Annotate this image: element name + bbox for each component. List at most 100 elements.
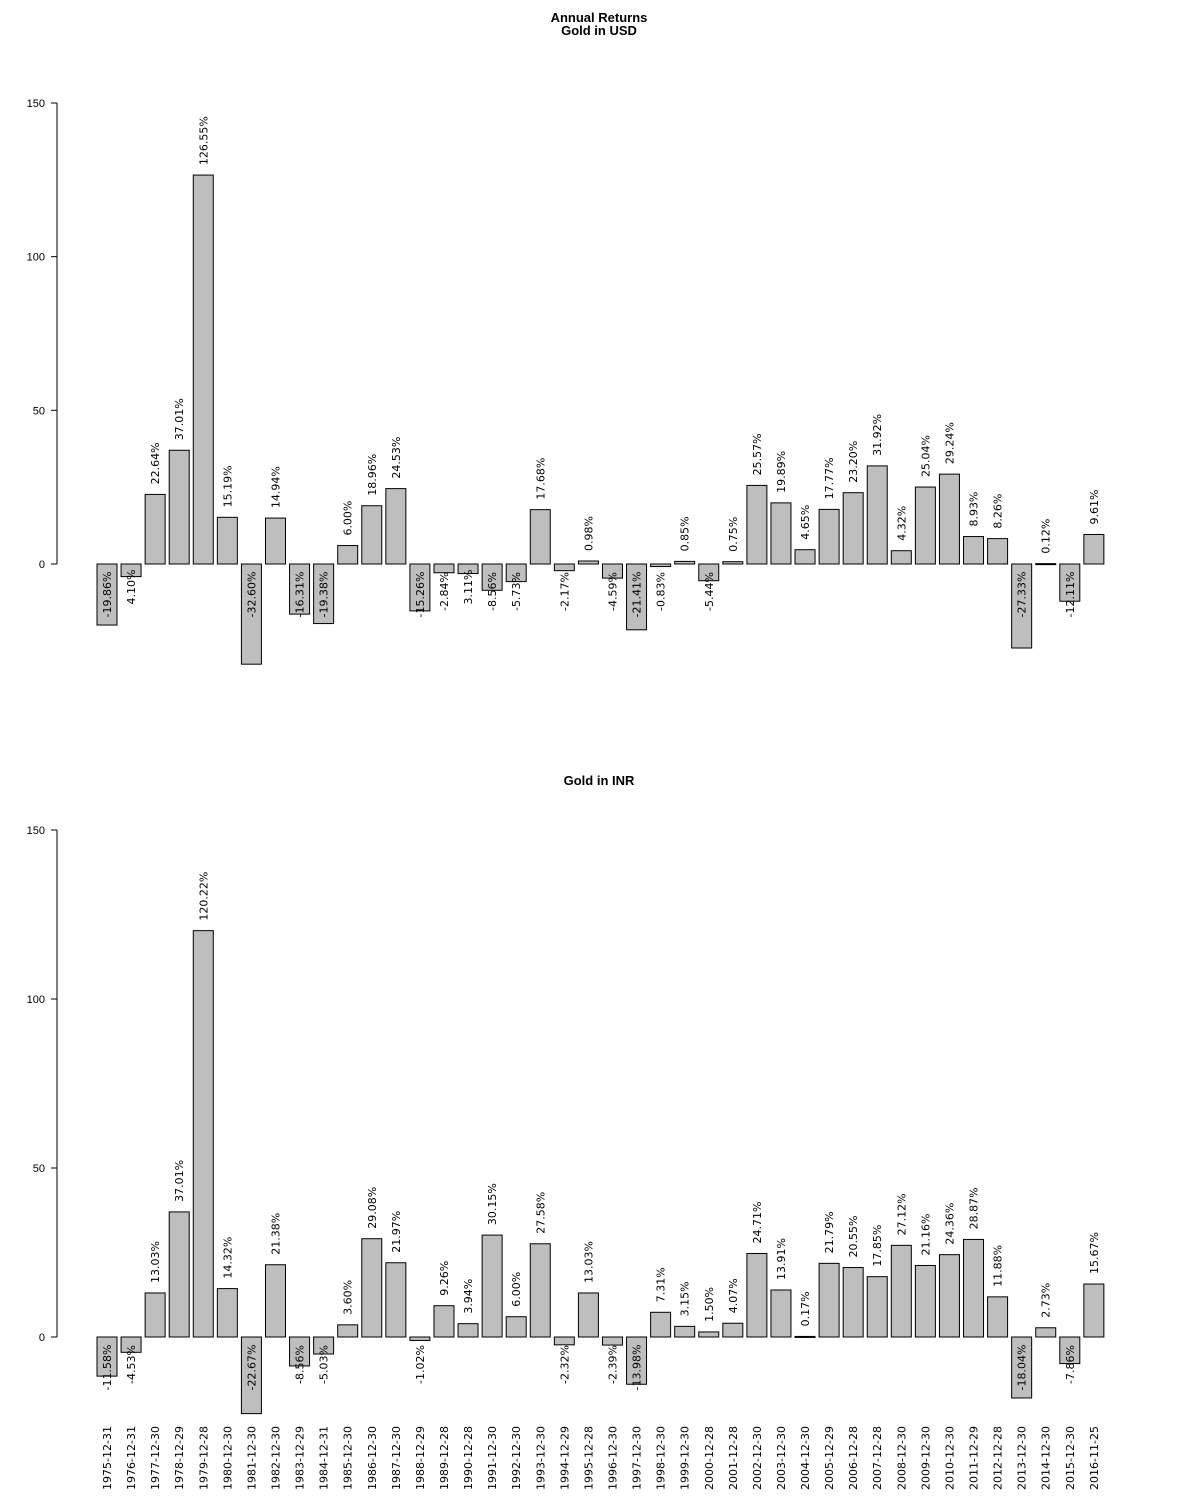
inr-value-label: -5.03% — [318, 1345, 331, 1384]
inr-bar — [1083, 1283, 1105, 1338]
inr-category-label: 2010-12-30 — [943, 1426, 956, 1490]
usd-value-label: 17.77% — [823, 457, 836, 499]
inr-bar — [1059, 1336, 1081, 1365]
inr-category-label: 1978-12-29 — [173, 1426, 186, 1490]
inr-category-label: 1983-12-29 — [294, 1426, 307, 1490]
usd-bar — [698, 563, 720, 582]
usd-bar — [120, 563, 142, 578]
inr-category-label: 1985-12-30 — [342, 1426, 355, 1490]
inr-category-label: 1982-12-30 — [269, 1426, 282, 1490]
inr-category-label: 2005-12-29 — [823, 1426, 836, 1490]
usd-bar — [1083, 533, 1105, 565]
inr-bar — [987, 1296, 1009, 1338]
usd-value-label: 4.65% — [799, 505, 812, 540]
inr-category-label: 1990-12-28 — [462, 1426, 475, 1490]
inr-category-label: 1979-12-28 — [197, 1426, 210, 1490]
inr-bar — [96, 1336, 118, 1377]
usd-value-label: 0.75% — [727, 517, 740, 552]
inr-category-label: 1994-12-29 — [558, 1426, 571, 1490]
usd-value-label: 8.93% — [968, 492, 981, 527]
usd-value-label: 4.10% — [125, 570, 138, 605]
inr-bar — [144, 1292, 166, 1338]
inr-bar — [529, 1243, 551, 1338]
usd-bar — [626, 563, 648, 631]
usd-value-label: -27.33% — [1016, 572, 1029, 618]
inr-bar — [1011, 1336, 1033, 1399]
usd-bar — [168, 449, 190, 565]
inr-value-label: 24.36% — [943, 1203, 956, 1245]
inr-category-label: 1989-12-28 — [438, 1426, 451, 1490]
inr-bar — [963, 1238, 985, 1338]
inr-y-tick-label: 150 — [27, 825, 45, 837]
usd-y-tick-label: 0 — [39, 559, 45, 571]
inr-category-label: 2014-12-30 — [1040, 1426, 1053, 1490]
inr-bar — [626, 1336, 648, 1385]
usd-bar — [794, 549, 816, 565]
usd-bar — [770, 502, 792, 565]
inr-value-label: 27.12% — [895, 1193, 908, 1235]
usd-bar — [746, 484, 768, 565]
usd-value-label: 24.53% — [390, 437, 403, 479]
usd-bar — [553, 563, 575, 572]
inr-category-label: 1993-12-30 — [534, 1426, 547, 1490]
usd-value-label: -2.84% — [438, 572, 451, 611]
inr-value-label: 37.01% — [173, 1160, 186, 1202]
inr-category-label: 1996-12-30 — [606, 1426, 619, 1490]
usd-value-label: -5.73% — [510, 572, 523, 611]
inr-value-label: -18.04% — [1016, 1345, 1029, 1391]
inr-bar — [914, 1264, 936, 1338]
inr-value-label: 3.94% — [462, 1279, 475, 1314]
inr-value-label: -8.56% — [294, 1345, 307, 1384]
inr-value-label: 15.67% — [1088, 1232, 1101, 1274]
usd-value-label: 0.85% — [679, 516, 692, 551]
inr-bar — [601, 1336, 623, 1346]
usd-value-label: -21.41% — [631, 572, 644, 618]
inr-bar — [866, 1276, 888, 1338]
usd-value-label: -19.86% — [101, 572, 114, 618]
inr-bar — [722, 1322, 744, 1338]
usd-value-label: -5.44% — [703, 572, 716, 611]
inr-value-label: 0.17% — [799, 1291, 812, 1326]
inr-y-tick-label: 100 — [27, 994, 45, 1006]
usd-value-label: 23.20% — [847, 441, 860, 483]
usd-bar — [938, 473, 960, 565]
inr-category-label: 2003-12-30 — [775, 1426, 788, 1490]
inr-bar — [240, 1336, 262, 1415]
inr-category-label: 1997-12-30 — [631, 1426, 644, 1490]
inr-value-label: 14.32% — [221, 1237, 234, 1279]
inr-bar — [120, 1336, 142, 1353]
usd-bar — [409, 563, 431, 612]
inr-bar — [938, 1254, 960, 1338]
inr-category-label: 2002-12-30 — [751, 1426, 764, 1490]
inr-bar — [746, 1252, 768, 1338]
inr-value-label: 11.88% — [992, 1245, 1005, 1287]
inr-panel-title: Gold in INR — [564, 773, 635, 788]
usd-value-label: -32.60% — [245, 572, 258, 618]
inr-category-label: 1984-12-31 — [318, 1426, 331, 1490]
usd-bar — [337, 545, 359, 565]
inr-y-tick-label: 50 — [33, 1163, 45, 1175]
usd-value-label: 19.89% — [775, 451, 788, 493]
inr-panel: 0 50 100 150 -11.58% 1975-12-31 -4.53% 1976-12-… — [27, 825, 1105, 1490]
usd-value-label: -12.11% — [1064, 572, 1077, 618]
inr-category-label: 1991-12-30 — [486, 1426, 499, 1490]
inr-bar — [818, 1262, 840, 1338]
usd-bar — [722, 561, 744, 565]
inr-category-label: 1986-12-30 — [366, 1426, 379, 1490]
usd-value-label: 15.19% — [221, 465, 234, 507]
inr-bar — [264, 1264, 286, 1338]
inr-bar — [698, 1331, 720, 1338]
inr-bar — [842, 1267, 864, 1338]
inr-value-label: 24.71% — [751, 1202, 764, 1244]
usd-bar — [1035, 563, 1057, 566]
usd-bar — [313, 563, 335, 625]
inr-category-label: 2016-11-25 — [1088, 1426, 1101, 1490]
inr-value-label: 29.08% — [366, 1187, 379, 1229]
usd-bar — [963, 536, 985, 565]
usd-bar — [289, 563, 311, 615]
inr-value-label: -1.02% — [414, 1345, 427, 1384]
inr-value-label: -11.58% — [101, 1345, 114, 1391]
inr-bar — [433, 1305, 455, 1338]
usd-panel-title: Gold in USD — [561, 23, 637, 38]
